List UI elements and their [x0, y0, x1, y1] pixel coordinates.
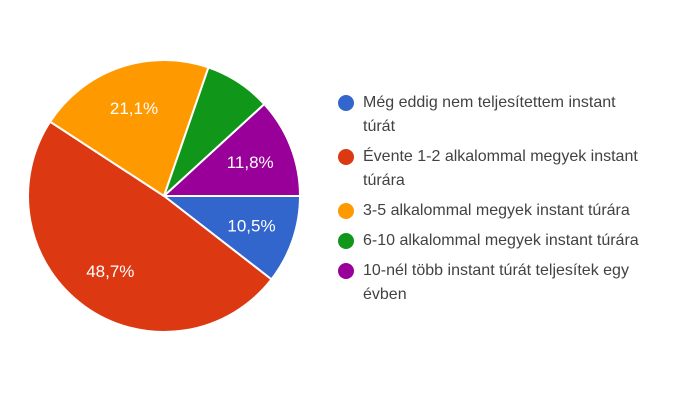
legend-swatch: [338, 203, 354, 219]
slice-percent-label: 21,1%: [110, 99, 158, 118]
legend-label: 10-nél több instant túrát teljesítek egy…: [363, 259, 686, 307]
legend-label-line: 6-10 alkalommal megyek instant túrára: [363, 232, 639, 249]
legend-swatch: [338, 233, 354, 249]
legend-label-line: túrára: [363, 172, 405, 189]
legend-swatch: [338, 95, 354, 111]
chart-legend: Még eddig nem teljesítettem instant túrát…: [338, 91, 686, 313]
legend-label-line: Még eddig nem teljesítettem instant: [363, 94, 616, 111]
legend-label: Még eddig nem teljesítettem instant túrát: [363, 91, 686, 139]
legend-label: 6-10 alkalommal megyek instant túrára: [363, 229, 686, 253]
legend-label-line: 3-5 alkalommal megyek instant túrára: [363, 202, 630, 219]
slice-percent-label: 10,5%: [227, 217, 275, 236]
legend-item-3: 6-10 alkalommal megyek instant túrára: [338, 229, 686, 253]
legend-label-line: túrát: [363, 118, 396, 135]
legend-label: 3-5 alkalommal megyek instant túrára: [363, 199, 686, 223]
legend-label: Évente 1-2 alkalommal megyek instant túrá…: [363, 145, 686, 193]
legend-item-1: Évente 1-2 alkalommal megyek instant túrá…: [338, 145, 686, 193]
slice-percent-label: 11,8%: [227, 153, 274, 172]
pie-slice-2[interactable]: [49, 59, 210, 197]
legend-swatch: [338, 149, 354, 165]
legend-label-line: 10-nél több instant túrát teljesítek egy: [363, 262, 629, 279]
pie-slice-4[interactable]: [163, 103, 301, 197]
legend-swatch: [338, 263, 354, 279]
pie-slice-0[interactable]: [163, 195, 301, 281]
pie-slice-1[interactable]: [27, 120, 273, 333]
legend-item-0: Még eddig nem teljesítettem instant túrát: [338, 91, 686, 139]
legend-label-line: Évente 1-2 alkalommal megyek instant: [363, 148, 638, 165]
slice-percent-label: 48,7%: [86, 262, 134, 281]
legend-label-line: évben: [363, 286, 407, 303]
legend-item-4: 10-nél több instant túrát teljesítek egy…: [338, 259, 686, 307]
legend-item-2: 3-5 alkalommal megyek instant túrára: [338, 199, 686, 223]
